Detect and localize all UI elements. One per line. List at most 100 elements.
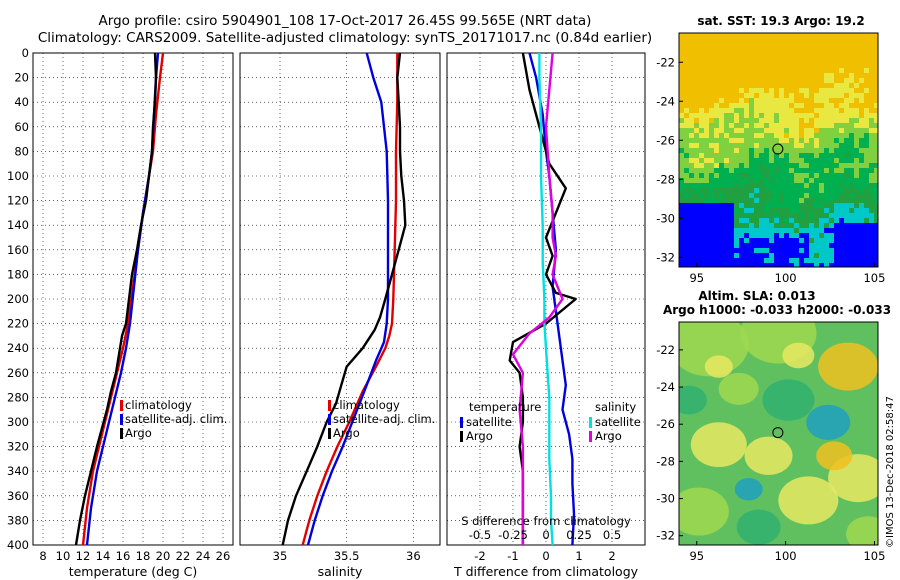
sst-cell [799, 103, 805, 109]
sst-cell [704, 98, 710, 104]
sst-cell [794, 238, 800, 244]
sst-cell [704, 193, 710, 199]
sst-cell [744, 103, 750, 109]
sst-cell [689, 213, 695, 219]
sst-cell [804, 148, 810, 154]
sst-cell [774, 73, 780, 79]
sst-cell [829, 38, 835, 44]
sst-cell [794, 208, 800, 214]
sst-cell [874, 233, 878, 239]
sst-cell [744, 38, 750, 44]
sst-cell [794, 103, 800, 109]
sst-cell [839, 203, 845, 209]
sst-cell [874, 153, 878, 159]
sst-cell [769, 63, 775, 69]
sst-cell [824, 33, 830, 39]
sst-cell [764, 63, 770, 69]
sst-cell [789, 188, 795, 194]
sst-cell [699, 48, 705, 54]
sst-cell [684, 248, 690, 254]
sst-cell [844, 253, 850, 259]
sst-cell [699, 203, 705, 209]
y-tick-label: 340 [7, 464, 29, 478]
sst-cell [684, 133, 690, 139]
sst-cell [744, 113, 750, 119]
sst-cell [874, 83, 878, 89]
sst-cell [809, 88, 815, 94]
sst-cell [784, 103, 790, 109]
y-tick-label: 120 [7, 194, 29, 208]
sst-cell [719, 153, 725, 159]
sst-cell [789, 38, 795, 44]
sst-cell [799, 238, 805, 244]
sst-cell [839, 133, 845, 139]
sst-cell [869, 223, 875, 229]
sst-cell [709, 98, 715, 104]
sst-cell [719, 83, 725, 89]
sst-cell [794, 158, 800, 164]
sst-cell [769, 258, 775, 264]
sst-cell [859, 128, 865, 134]
sst-cell [854, 263, 860, 267]
sst-cell [834, 53, 840, 59]
sst-cell [844, 138, 850, 144]
x-axis-label: T difference from climatology [453, 564, 639, 579]
sst-cell [859, 168, 865, 174]
sst-cell [739, 233, 745, 239]
sst-cell [754, 88, 760, 94]
sst-cell [789, 253, 795, 259]
sst-cell [684, 183, 690, 189]
sst-cell [834, 108, 840, 114]
sst-cell [704, 88, 710, 94]
sst-cell [869, 158, 875, 164]
sst-cell [764, 208, 770, 214]
sst-cell [719, 188, 725, 194]
sst-cell [719, 58, 725, 64]
sst-cell [759, 58, 765, 64]
sst-cell [844, 173, 850, 179]
sst-cell [849, 98, 855, 104]
sst-cell [834, 38, 840, 44]
sst-cell [719, 108, 725, 114]
sst-cell [739, 108, 745, 114]
sst-cell [819, 258, 825, 264]
sst-cell [804, 173, 810, 179]
sst-cell [784, 228, 790, 234]
sst-cell [844, 243, 850, 249]
sst-cell [854, 113, 860, 119]
sst-cell [704, 233, 710, 239]
sst-cell [854, 158, 860, 164]
sst-cell [684, 168, 690, 174]
sst-cell [774, 203, 780, 209]
sst-cell [809, 118, 815, 124]
x-tick-label: 1 [575, 549, 582, 563]
sst-cell [849, 148, 855, 154]
sst-cell [739, 33, 745, 39]
sst-cell [819, 53, 825, 59]
sst-cell [709, 53, 715, 59]
sst-cell [874, 128, 878, 134]
sst-cell [814, 108, 820, 114]
sst-cell [869, 63, 875, 69]
sst-cell [694, 83, 700, 89]
sst-cell [834, 93, 840, 99]
sst-cell [749, 113, 755, 119]
sst-cell [869, 248, 875, 254]
sst-cell [779, 238, 785, 244]
sst-cell [734, 218, 740, 224]
sst-cell [759, 83, 765, 89]
sst-cell [724, 143, 730, 149]
sst-cell [734, 198, 740, 204]
sst-cell [734, 123, 740, 129]
sst-cell [714, 263, 720, 267]
sst-cell [684, 33, 690, 39]
sst-cell [874, 228, 878, 234]
sst-cell [759, 118, 765, 124]
sst-cell [809, 113, 815, 119]
sst-cell [774, 58, 780, 64]
legend-swatch [328, 414, 331, 425]
sst-cell [759, 143, 765, 149]
sst-cell [874, 108, 878, 114]
sst-cell [824, 238, 830, 244]
sst-cell [834, 178, 840, 184]
